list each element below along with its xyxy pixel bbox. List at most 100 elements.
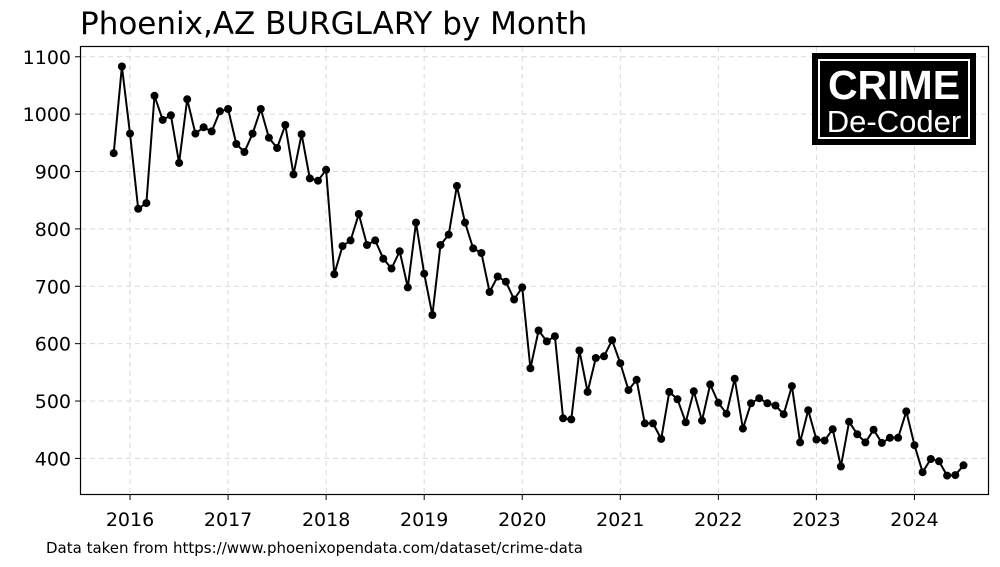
data-point [730, 374, 739, 383]
data-point [575, 346, 584, 355]
y-tick-label: 1000 [23, 104, 71, 126]
data-point [485, 288, 494, 296]
x-tick-label: 2023 [792, 509, 840, 531]
data-point [232, 140, 241, 148]
data-point [477, 249, 486, 257]
data-point [877, 438, 886, 447]
data-point [395, 247, 404, 256]
crime-decoder-logo: CRIME De-Coder [812, 53, 976, 145]
data-point [264, 133, 273, 142]
x-tick-label: 2024 [890, 509, 938, 531]
data-point [403, 283, 412, 292]
data-point [493, 272, 502, 281]
data-point [616, 359, 625, 368]
data-point [649, 419, 657, 428]
data-point [885, 433, 894, 442]
data-point [771, 401, 780, 410]
data-point [134, 204, 143, 213]
data-point [926, 455, 935, 463]
data-point [117, 62, 126, 71]
data-point [142, 199, 151, 208]
data-point [338, 242, 347, 251]
data-point [518, 283, 527, 292]
x-tick-label: 2022 [694, 509, 742, 531]
data-point [207, 127, 216, 136]
data-point [714, 398, 723, 407]
data-point [894, 433, 903, 442]
source-note: Data taken from https://www.phoenixopend… [46, 539, 583, 557]
y-tick-label: 400 [35, 448, 71, 470]
data-point [657, 434, 666, 443]
data-point [346, 236, 355, 245]
data-point [354, 210, 363, 218]
plot-frame [79, 45, 990, 496]
data-point [763, 399, 772, 408]
data-point [289, 170, 298, 179]
data-point [665, 387, 674, 396]
data-point [109, 149, 118, 158]
data-point [640, 419, 649, 428]
data-point [902, 407, 911, 416]
data-point [534, 326, 543, 335]
y-tick-label: 500 [35, 391, 71, 413]
data-point [689, 387, 698, 396]
series-burglary [109, 62, 968, 480]
data-point [951, 471, 960, 480]
y-tick-label: 800 [35, 219, 71, 241]
data-point [804, 406, 813, 415]
data-point [681, 418, 690, 427]
data-point [444, 230, 453, 239]
data-point [542, 337, 551, 346]
data-point [673, 395, 682, 404]
y-tick-label: 600 [35, 334, 71, 356]
data-point [224, 105, 233, 113]
x-tick-label: 2021 [596, 509, 644, 531]
data-point [379, 254, 388, 263]
data-point [175, 158, 184, 167]
data-point [828, 425, 837, 434]
data-point [305, 174, 314, 183]
data-point [624, 386, 633, 395]
data-point [510, 295, 519, 304]
data-point [281, 121, 290, 129]
data-point [918, 468, 927, 477]
data-point [779, 410, 788, 419]
y-axis: 400 500 600 700 800 900 1000 1100 [23, 47, 81, 470]
data-point [420, 269, 429, 278]
x-tick-label: 2018 [302, 509, 350, 531]
data-point [861, 438, 870, 447]
data-point [583, 387, 592, 396]
chart-title: Phoenix,AZ BURGLARY by Month [80, 6, 588, 42]
data-point [935, 457, 943, 466]
data-point [550, 332, 559, 341]
data-point [501, 277, 510, 286]
data-point [297, 130, 306, 139]
data-point [248, 129, 257, 138]
data-point [755, 394, 764, 403]
logo-line-2: De-Coder [826, 104, 962, 139]
data-point [600, 352, 608, 361]
data-point [314, 176, 322, 185]
data-point [836, 462, 845, 471]
data-point [387, 264, 396, 273]
data-point [747, 399, 755, 408]
data-point [787, 382, 796, 391]
data-point [943, 471, 952, 480]
data-point [853, 430, 862, 439]
data-point [469, 244, 478, 253]
data-point [158, 115, 167, 124]
data-point [820, 436, 829, 445]
data-point [632, 375, 641, 384]
data-point [371, 236, 380, 245]
data-point [150, 91, 159, 100]
data-point [812, 435, 821, 444]
data-point [959, 461, 968, 470]
data-point [845, 417, 854, 426]
data-point [436, 241, 445, 249]
data-point [363, 241, 371, 249]
data-point [452, 181, 461, 190]
y-tick-label: 1100 [23, 47, 71, 69]
data-point [191, 129, 200, 138]
data-point [722, 409, 731, 418]
y-tick-label: 900 [35, 162, 71, 184]
